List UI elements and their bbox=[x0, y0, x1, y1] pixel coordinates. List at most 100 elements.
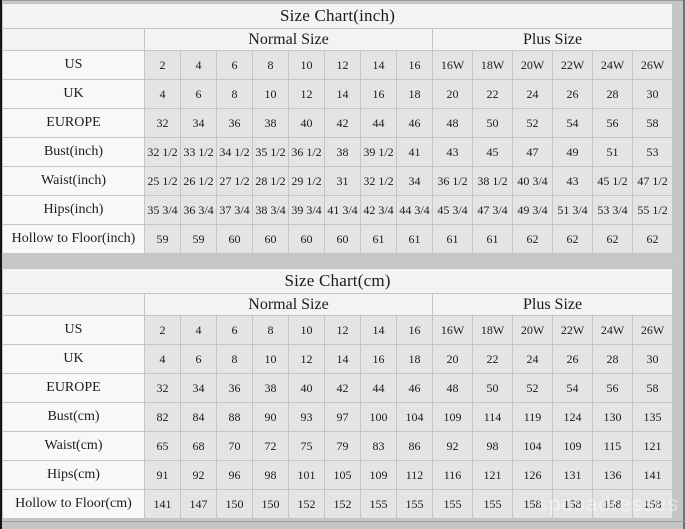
size-value-cell: 12 bbox=[324, 315, 361, 345]
size-value-cell: 8 bbox=[216, 344, 253, 374]
size-value-cell: 35 1/2 bbox=[252, 137, 289, 167]
size-value-cell: 119 bbox=[512, 402, 553, 432]
size-value-cell: 32 bbox=[144, 108, 181, 138]
size-value-cell: 2 bbox=[144, 315, 181, 345]
size-value-cell: 116 bbox=[432, 460, 473, 490]
size-value-cell: 155 bbox=[432, 489, 473, 519]
size-chart-table-inch: Size Chart(inch) Normal Size Plus Size US 2 4… bbox=[1, 3, 674, 254]
size-value-cell: 36 bbox=[216, 373, 253, 403]
row-label: Hollow to Floor(inch) bbox=[2, 224, 145, 254]
size-value-cell: 47 bbox=[512, 137, 553, 167]
size-value-cell: 62 bbox=[512, 224, 553, 254]
size-value-cell: 39 3/4 bbox=[288, 195, 325, 225]
size-value-cell: 98 bbox=[252, 460, 289, 490]
size-value-cell: 45 3/4 bbox=[432, 195, 473, 225]
size-value-cell: 10 bbox=[252, 79, 289, 109]
size-value-cell: 98 bbox=[472, 431, 513, 461]
size-value-cell: 38 bbox=[252, 373, 289, 403]
row-label: UK bbox=[2, 79, 145, 109]
size-value-cell: 97 bbox=[324, 402, 361, 432]
size-value-cell: 61 bbox=[432, 224, 473, 254]
size-value-cell: 42 bbox=[324, 373, 361, 403]
table-row: Hips(inch) 35 3/4 36 3/4 37 3/4 38 3/4 39 3/4… bbox=[2, 195, 674, 225]
size-value-cell: 75 bbox=[288, 431, 325, 461]
table-row: EUROPE 32 34 36 38 40 42 44 46 48 50 52 54 56 58 bbox=[2, 373, 674, 403]
size-value-cell: 26 bbox=[552, 344, 593, 374]
top-edge-line bbox=[0, 0, 685, 1]
size-chart-table-cm: Size Chart(cm) Normal Size Plus Size US 2 4 6 8… bbox=[1, 268, 674, 519]
size-value-cell: 131 bbox=[552, 460, 593, 490]
size-value-cell: 65 bbox=[144, 431, 181, 461]
size-value-cell: 36 bbox=[216, 108, 253, 138]
size-value-cell: 147 bbox=[180, 489, 217, 519]
size-value-cell: 43 bbox=[432, 137, 473, 167]
size-value-cell: 58 bbox=[631, 108, 674, 138]
size-chart-inch-section: Size Chart(inch) Normal Size Plus Size US 2 4… bbox=[1, 3, 674, 254]
size-value-cell: 26W bbox=[631, 315, 674, 345]
size-value-cell: 68 bbox=[180, 431, 217, 461]
column-group-plus-size: Plus Size bbox=[431, 293, 674, 316]
size-value-cell: 93 bbox=[288, 402, 325, 432]
size-value-cell: 28 bbox=[592, 344, 633, 374]
size-value-cell: 36 1/2 bbox=[288, 137, 325, 167]
size-value-cell: 8 bbox=[252, 50, 289, 80]
size-value-cell: 22 bbox=[472, 79, 513, 109]
size-value-cell: 12 bbox=[288, 344, 325, 374]
size-value-cell: 43 bbox=[552, 166, 593, 196]
size-value-cell: 34 bbox=[180, 373, 217, 403]
table-row: US 2 4 6 8 10 12 14 16 16W 18W 20W 22W 24W 26W bbox=[2, 50, 674, 80]
size-value-cell: 24 bbox=[512, 79, 553, 109]
size-value-cell: 20 bbox=[432, 344, 473, 374]
size-value-cell: 50 bbox=[472, 108, 513, 138]
size-value-cell: 155 bbox=[472, 489, 513, 519]
size-value-cell: 104 bbox=[396, 402, 433, 432]
size-value-cell: 135 bbox=[631, 402, 674, 432]
size-value-cell: 155 bbox=[360, 489, 397, 519]
size-value-cell: 35 3/4 bbox=[144, 195, 181, 225]
size-value-cell: 34 bbox=[396, 166, 433, 196]
size-value-cell: 52 bbox=[512, 373, 553, 403]
size-value-cell: 155 bbox=[396, 489, 433, 519]
size-value-cell: 158 bbox=[631, 489, 674, 519]
size-value-cell: 44 bbox=[360, 108, 397, 138]
size-value-cell: 38 3/4 bbox=[252, 195, 289, 225]
row-label: Hips(inch) bbox=[2, 195, 145, 225]
size-value-cell: 8 bbox=[216, 79, 253, 109]
size-value-cell: 53 bbox=[631, 137, 674, 167]
size-value-cell: 45 bbox=[472, 137, 513, 167]
size-value-cell: 51 3/4 bbox=[552, 195, 593, 225]
size-value-cell: 58 bbox=[631, 373, 674, 403]
size-value-cell: 10 bbox=[288, 315, 325, 345]
size-value-cell: 36 1/2 bbox=[432, 166, 473, 196]
size-value-cell: 14 bbox=[360, 50, 397, 80]
size-value-cell: 6 bbox=[216, 315, 253, 345]
size-value-cell: 18 bbox=[396, 344, 433, 374]
size-value-cell: 60 bbox=[288, 224, 325, 254]
size-value-cell: 55 1/2 bbox=[631, 195, 674, 225]
size-value-cell: 30 bbox=[631, 79, 674, 109]
size-value-cell: 150 bbox=[216, 489, 253, 519]
size-value-cell: 38 bbox=[252, 108, 289, 138]
size-value-cell: 46 bbox=[396, 373, 433, 403]
size-value-cell: 26 bbox=[552, 79, 593, 109]
size-value-cell: 37 3/4 bbox=[216, 195, 253, 225]
size-value-cell: 16W bbox=[432, 50, 473, 80]
size-value-cell: 96 bbox=[216, 460, 253, 490]
row-label: Waist(inch) bbox=[2, 166, 145, 196]
size-value-cell: 6 bbox=[180, 344, 217, 374]
size-value-cell: 109 bbox=[432, 402, 473, 432]
size-value-cell: 6 bbox=[216, 50, 253, 80]
size-value-cell: 112 bbox=[396, 460, 433, 490]
size-value-cell: 54 bbox=[552, 108, 593, 138]
size-value-cell: 32 bbox=[144, 373, 181, 403]
table-row: Bust(cm) 82 84 88 90 93 97 100 104 109 114 119 124 13… bbox=[2, 402, 674, 432]
size-value-cell: 22W bbox=[552, 50, 593, 80]
right-edge-line bbox=[683, 0, 685, 529]
size-value-cell: 28 bbox=[592, 79, 633, 109]
size-value-cell: 31 bbox=[324, 166, 361, 196]
size-value-cell: 30 bbox=[631, 344, 674, 374]
size-value-cell: 84 bbox=[180, 402, 217, 432]
row-label: EUROPE bbox=[2, 108, 145, 138]
size-value-cell: 92 bbox=[180, 460, 217, 490]
size-value-cell: 38 1/2 bbox=[472, 166, 513, 196]
